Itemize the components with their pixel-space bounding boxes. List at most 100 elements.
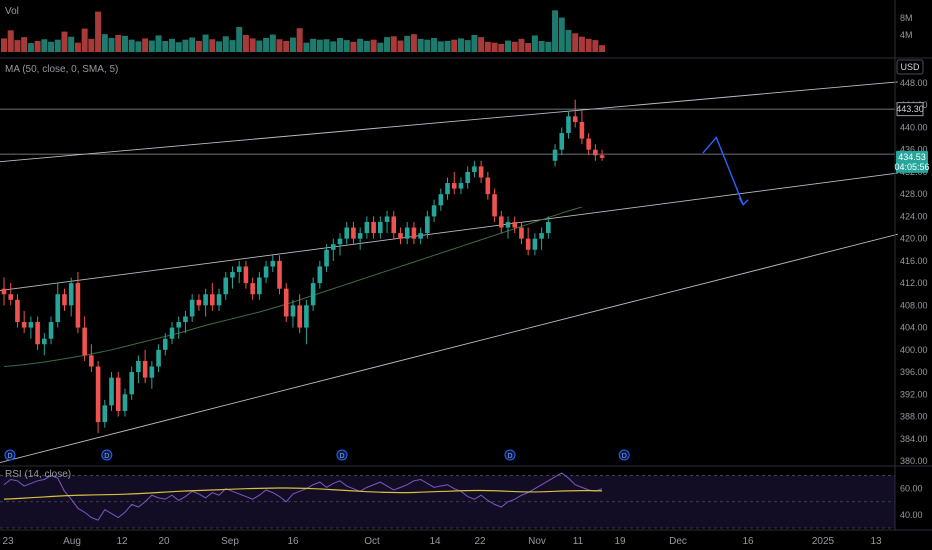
candle-body — [183, 316, 188, 323]
volume-bar — [101, 34, 108, 52]
hline-price-label: 443.30 — [896, 104, 924, 114]
time-tick-label: 16 — [742, 536, 754, 547]
candle-body — [411, 227, 417, 239]
volume-bar — [95, 11, 102, 52]
time-tick-label: Nov — [528, 536, 546, 547]
volume-bar — [115, 35, 122, 52]
volume-bar — [578, 36, 585, 52]
dividend-marker-icon — [618, 449, 630, 461]
candle-body — [384, 216, 390, 222]
volume-bar — [471, 35, 478, 52]
volume-bar — [444, 40, 451, 52]
candle-body — [579, 121, 585, 139]
volume-bar — [263, 37, 270, 52]
volume-bar — [370, 39, 377, 52]
candle-body — [142, 360, 148, 378]
time-tick-label: 22 — [474, 536, 486, 547]
rsi-tick-label: 60.00 — [900, 484, 923, 494]
volume-bar — [21, 37, 28, 52]
volume-bar — [256, 40, 263, 52]
rsi-axis[interactable]: 60.00 40.00 — [900, 484, 923, 520]
volume-bar — [236, 26, 243, 52]
volume-bar — [337, 37, 343, 52]
candle-body — [210, 294, 215, 306]
volume-bar — [451, 39, 458, 52]
candle-body — [378, 221, 383, 234]
candle-body — [290, 305, 296, 317]
candle-body — [243, 266, 249, 284]
price-tick-label: 384.00 — [900, 434, 928, 444]
candle-body — [431, 205, 437, 217]
volume-bar — [525, 43, 532, 52]
candle-body — [196, 299, 202, 306]
time-tick-label: Aug — [63, 536, 81, 547]
candle-body — [519, 227, 524, 239]
volume-bar — [390, 36, 397, 52]
price-tick-label: 440.00 — [900, 122, 928, 132]
candle-body — [176, 322, 182, 328]
volume-bar — [424, 39, 431, 52]
rsi-pane[interactable] — [0, 472, 895, 529]
volume-bar — [41, 39, 48, 52]
volume-bar — [437, 41, 444, 52]
price-tick-label: 404.00 — [900, 323, 928, 333]
hline-price-tag: 443.30 — [896, 102, 924, 117]
volume-bar — [81, 28, 88, 52]
price-tick-label: 424.00 — [900, 211, 928, 221]
price-tick-label: 408.00 — [900, 300, 928, 310]
candle-body — [109, 377, 114, 406]
candle-body — [472, 166, 477, 172]
dividend-marker-icon — [504, 449, 516, 461]
candle-body — [28, 322, 34, 328]
volume-bar — [142, 38, 149, 52]
candle-body — [223, 277, 229, 295]
time-tick-label: Oct — [364, 536, 380, 547]
candle-body — [236, 266, 242, 272]
candle-body — [95, 366, 101, 423]
volume-bar — [303, 42, 310, 52]
candle-body — [485, 177, 491, 195]
rsi-moving-average-line — [3, 487, 603, 500]
candle-body — [525, 238, 531, 250]
last-price-value: 434.53 — [898, 152, 926, 162]
volume-bar — [289, 37, 296, 52]
dividend-marker-label: D — [104, 453, 109, 460]
price-tick-label: 400.00 — [900, 345, 928, 355]
candle-body — [250, 283, 255, 295]
volume-bar — [558, 17, 565, 52]
trendline — [0, 81, 898, 163]
volume-bar — [397, 40, 404, 52]
volume-bar — [242, 35, 249, 52]
volume-bar — [128, 39, 135, 52]
volume-bar — [316, 39, 323, 52]
candle-body — [505, 221, 511, 228]
time-tick-label: 2025 — [812, 536, 835, 547]
dividend-marker-label: D — [339, 453, 344, 460]
candle-body — [330, 244, 336, 250]
volume-bar — [88, 38, 95, 52]
candle-body — [458, 183, 464, 189]
time-tick-label: 23 — [2, 536, 14, 547]
time-axis[interactable]: 23 Aug 12 20 Sep 16 Oct 14 22 Nov 11 19 Dec 16 2025 13 — [2, 536, 882, 547]
volume-bar — [14, 40, 21, 52]
volume-bar — [189, 37, 196, 52]
volume-bar — [202, 34, 209, 52]
candle-body — [216, 294, 222, 306]
candle-body — [55, 294, 61, 323]
candle-body — [586, 138, 591, 150]
candle-body — [115, 377, 121, 411]
price-tick-label: 392.00 — [900, 389, 928, 399]
volume-axis[interactable]: 8M 4M — [900, 13, 913, 40]
price-tick-label: 388.00 — [900, 412, 928, 422]
volume-tick-label: 8M — [900, 13, 913, 23]
volume-bar — [269, 34, 276, 52]
time-tick-label: 14 — [429, 536, 441, 547]
volume-bar — [363, 40, 370, 52]
volume-pane[interactable] — [1, 10, 606, 53]
dividend-marker-icon — [4, 449, 16, 461]
volume-bar — [572, 33, 579, 52]
candle-body — [566, 116, 571, 134]
currency-badge[interactable]: USD — [896, 59, 924, 75]
